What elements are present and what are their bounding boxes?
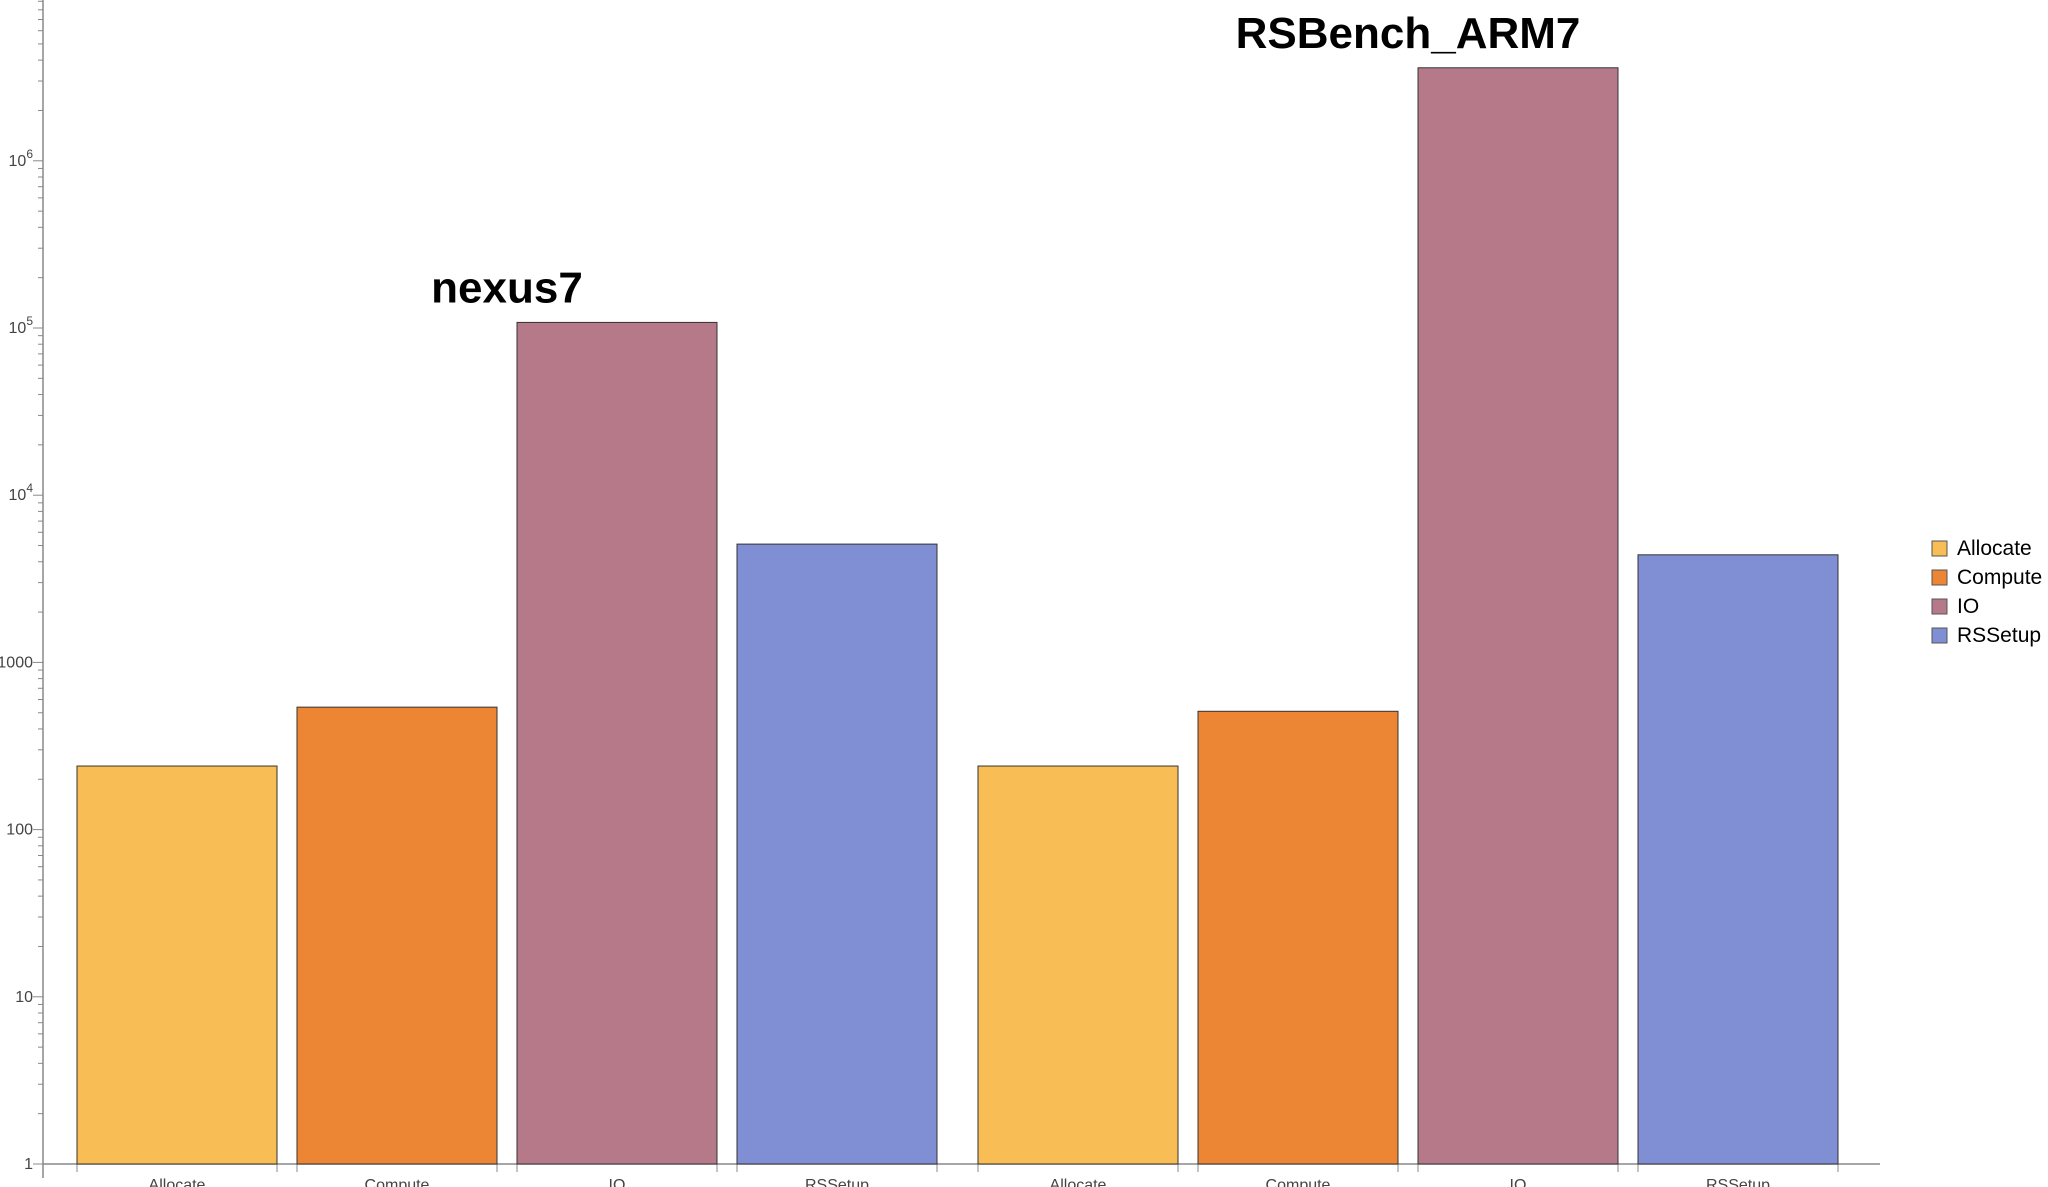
chart-legend: Allocate Compute IO RSSetup [1931,537,2042,647]
bar-nexus7-io [516,321,718,1165]
y-tick-label: 1 [24,1156,33,1173]
legend-swatch-io [1931,598,1948,615]
group-label: RSBench_ARM7 [1236,9,1581,58]
label-layer: Allocate Compute IO RSSetup nexus7 Allocate Co… [149,9,1771,1187]
legend-label-io: IO [1957,595,1979,618]
x-category-label: RSSetup [805,1177,869,1187]
x-category-label: RSSetup [1706,1177,1770,1187]
x-category-label: Compute [365,1177,430,1187]
y-tick-label: 1000 [0,654,33,671]
bar-rsbench-arm7-allocate [977,765,1179,1165]
x-category-label: Compute [1266,1177,1331,1187]
bar-nexus7-compute [296,706,498,1165]
bar-rsbench-arm7-io [1417,67,1619,1165]
legend-swatch-compute [1931,569,1948,586]
y-tick-label: 10 [15,989,33,1006]
bar-nexus7-allocate [76,765,278,1165]
x-category-label: Allocate [1050,1177,1107,1187]
legend-swatch-allocate [1931,540,1948,557]
bar-rsbench-arm7-compute [1197,710,1399,1165]
legend-label-compute: Compute [1957,566,2042,589]
bar-nexus7-rssetup [736,543,938,1165]
legend-label-allocate: Allocate [1957,537,2032,560]
x-category-label: IO [609,1177,626,1187]
group-label: nexus7 [431,263,583,312]
bar-rsbench-arm7-rssetup [1637,554,1839,1165]
legend-swatch-rssetup [1931,627,1948,644]
y-tick-label: 106 [9,147,34,170]
bar-layer [76,67,1839,1165]
y-tick-label: 105 [9,314,34,337]
x-category-label: IO [1510,1177,1527,1187]
x-category-label: Allocate [149,1177,206,1187]
y-tick-label: 104 [9,481,34,504]
legend-label-rssetup: RSSetup [1957,624,2041,647]
y-tick-label: 100 [6,822,33,839]
